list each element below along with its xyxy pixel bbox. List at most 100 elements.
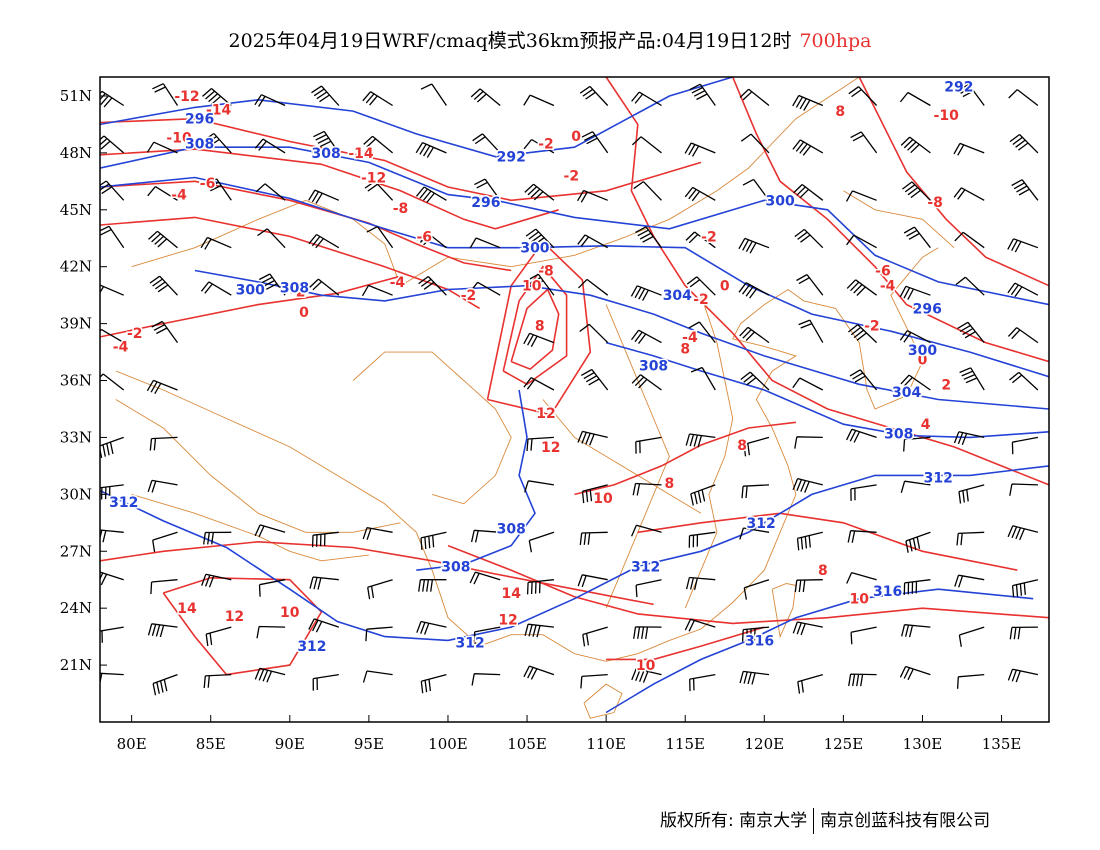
geopotential-height-contours — [100, 77, 1049, 714]
isoheight-label: 312 — [747, 516, 776, 532]
wind-barb — [631, 668, 662, 683]
isotherm-label: 8 — [818, 563, 828, 579]
wind-barb — [1007, 282, 1039, 297]
boundary-line — [574, 247, 939, 662]
temperature-isotherms — [100, 77, 1049, 676]
isotherm-line — [605, 77, 1049, 486]
isotherm-line — [100, 540, 654, 606]
isotherm-label: -10 — [934, 108, 960, 124]
wind-barb — [254, 524, 286, 538]
wind-barb — [630, 285, 662, 301]
wind-barb — [578, 278, 609, 296]
wind-barb — [474, 178, 501, 201]
isotherm-line — [574, 421, 796, 496]
wind-barb — [580, 368, 609, 391]
isoheight-label: 296 — [471, 195, 500, 211]
isoheight-label: 312 — [631, 559, 660, 575]
wind-barb — [738, 282, 770, 299]
isotherm-label: -6 — [416, 229, 432, 245]
wind-barb — [794, 228, 824, 249]
wind-barb — [633, 181, 662, 201]
wind-barb — [469, 281, 501, 296]
wind-barb — [958, 626, 985, 647]
wind-barb — [741, 484, 770, 499]
isotherm-label: 10 — [636, 658, 656, 674]
wind-barb — [203, 673, 232, 688]
isoheight-label: 300 — [908, 343, 937, 359]
wind-barb — [100, 484, 124, 500]
isotherm-label: 8 — [535, 319, 545, 335]
wind-barb — [903, 579, 931, 595]
wind-barb — [797, 673, 823, 694]
wind-barb — [743, 579, 770, 600]
wind-barb — [792, 139, 824, 156]
wind-barb — [364, 180, 394, 201]
wind-barb — [953, 142, 985, 156]
wind-barb — [899, 91, 931, 107]
isotherm-label: -2 — [290, 284, 306, 300]
isotherm-line — [100, 275, 401, 338]
lon-tick-label: 115E — [665, 735, 705, 753]
wind-barb — [367, 579, 393, 600]
wind-barb — [416, 231, 447, 249]
boundary-line — [400, 77, 860, 287]
wind-barb — [152, 83, 179, 106]
wind-barb — [151, 320, 179, 343]
wind-barb — [903, 226, 931, 249]
wind-barb — [848, 673, 877, 687]
boundary-line — [352, 351, 512, 505]
wind-barb — [902, 181, 931, 201]
isoheight-label: 308 — [280, 281, 309, 297]
isoheight-label: 312 — [109, 495, 138, 511]
wind-barb — [901, 624, 931, 638]
wind-barb — [100, 90, 125, 108]
isoheight-label: 308 — [312, 146, 341, 162]
wind-barb — [524, 623, 554, 638]
copyright-owner: 版权所有: 南京大学 — [660, 811, 808, 831]
wind-barb — [420, 531, 447, 550]
wind-barb — [798, 319, 824, 343]
wind-barb — [205, 178, 232, 201]
lon-tick-label: 110E — [586, 735, 626, 753]
wind-barb — [741, 626, 770, 642]
wind-barb — [796, 274, 824, 296]
isotherm-label: -8 — [393, 201, 409, 217]
isotherm-line — [100, 148, 559, 230]
wind-barb — [684, 618, 716, 632]
isoheight-line — [100, 146, 1049, 306]
isotherm-label: 10 — [280, 605, 300, 621]
wind-barb — [363, 135, 394, 154]
wind-barb — [100, 626, 124, 643]
wind-barb — [846, 571, 877, 584]
isotherm-label: 14 — [501, 586, 521, 602]
isoheight-label: 316 — [745, 633, 774, 649]
wind-barb — [149, 436, 178, 451]
wind-barb — [416, 620, 447, 635]
wind-barb — [631, 91, 662, 107]
boundary-line — [843, 190, 955, 249]
wind-barb — [200, 281, 232, 296]
wind-barb — [957, 83, 985, 106]
wind-barb — [794, 579, 823, 593]
wind-barbs — [100, 83, 1039, 696]
wind-barb — [580, 673, 608, 689]
wind-barb — [740, 133, 770, 154]
copyright-company: 南京创蓝科技有限公司 — [820, 811, 991, 831]
wind-barb — [581, 131, 609, 154]
wind-barb — [527, 273, 555, 296]
wind-barb — [203, 531, 232, 545]
isoheight-label: 316 — [873, 584, 902, 600]
wind-barb — [958, 484, 985, 504]
wind-barb — [473, 626, 501, 644]
wind-barb — [147, 623, 178, 638]
wind-barb — [100, 180, 125, 201]
wind-barb — [900, 480, 931, 493]
wind-barb — [1007, 668, 1039, 683]
wind-barb — [311, 85, 340, 106]
boundary-line — [583, 683, 623, 719]
isoheight-label: 296 — [913, 301, 942, 317]
wind-barb — [792, 94, 824, 111]
isotherm-line — [100, 216, 481, 310]
wind-barb — [256, 625, 286, 639]
